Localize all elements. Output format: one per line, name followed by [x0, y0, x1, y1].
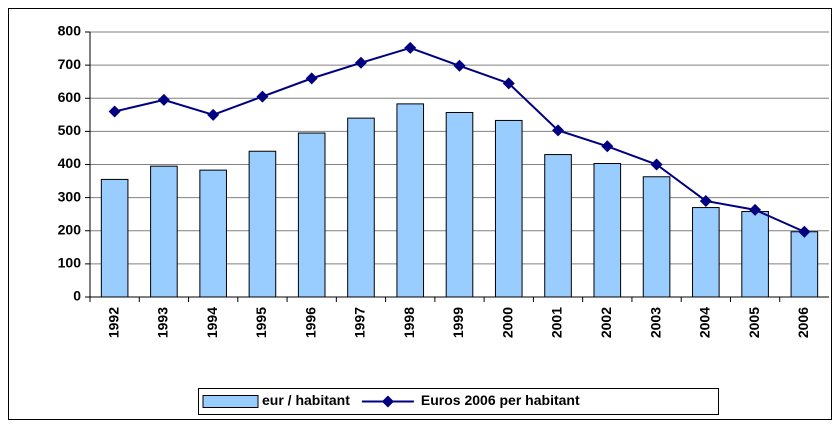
x-tick-label: 1999 [450, 307, 466, 338]
bar [642, 176, 671, 298]
bar [396, 103, 425, 298]
x-tick-label: 1997 [352, 307, 368, 338]
bar [494, 119, 523, 298]
line-marker [305, 72, 318, 85]
line-marker [207, 108, 220, 121]
y-tick-label: 500 [58, 122, 82, 138]
bar [199, 169, 227, 298]
bar [297, 132, 326, 298]
x-tick-label: 2006 [795, 307, 811, 338]
y-tick-label: 200 [58, 221, 82, 237]
line-marker [108, 105, 121, 118]
line-marker [354, 56, 367, 69]
y-tick-label: 800 [58, 23, 82, 39]
y-tick-label: 0 [73, 288, 81, 304]
legend-swatch [202, 395, 259, 408]
line-marker [502, 77, 515, 90]
x-tick-label: 2003 [647, 307, 663, 338]
bar [248, 150, 277, 298]
bar [150, 165, 178, 298]
line-marker [157, 93, 170, 106]
bar [692, 207, 720, 298]
y-tick-label: 600 [58, 89, 82, 105]
x-tick-label: 2002 [598, 307, 614, 338]
y-tick-label: 300 [58, 188, 82, 204]
x-tick-label: 1992 [105, 307, 121, 338]
bar [544, 154, 572, 298]
y-tick-label: 400 [58, 155, 82, 171]
line-marker [404, 41, 417, 54]
line-marker [453, 59, 466, 72]
bar [790, 231, 819, 298]
x-tick-label: 1994 [204, 307, 220, 338]
line-marker [552, 124, 565, 137]
x-tick-label: 2005 [746, 307, 762, 338]
x-tick-label: 2000 [499, 307, 515, 338]
line-marker [699, 194, 712, 207]
y-tick-label: 700 [58, 56, 82, 72]
x-tick-label: 1993 [155, 307, 171, 338]
legend-label: Euros 2006 per habitant [421, 392, 580, 408]
bar [100, 178, 129, 298]
bar [593, 163, 622, 298]
legend-label: eur / habitant [262, 392, 350, 408]
line-marker [601, 140, 614, 153]
legend-marker [381, 395, 394, 408]
bar [445, 111, 474, 298]
line-marker [650, 158, 663, 171]
x-tick-label: 1996 [302, 307, 318, 338]
x-tick-label: 2004 [697, 307, 713, 338]
legend-box [198, 388, 719, 415]
bar [741, 211, 769, 298]
bar [347, 117, 375, 298]
x-tick-label: 2001 [549, 307, 565, 338]
line-marker [749, 203, 762, 216]
x-tick-label: 1998 [401, 307, 417, 338]
line-marker [798, 225, 811, 238]
x-tick-label: 1995 [253, 307, 269, 338]
line-marker [256, 90, 269, 103]
y-tick-label: 100 [58, 255, 82, 271]
